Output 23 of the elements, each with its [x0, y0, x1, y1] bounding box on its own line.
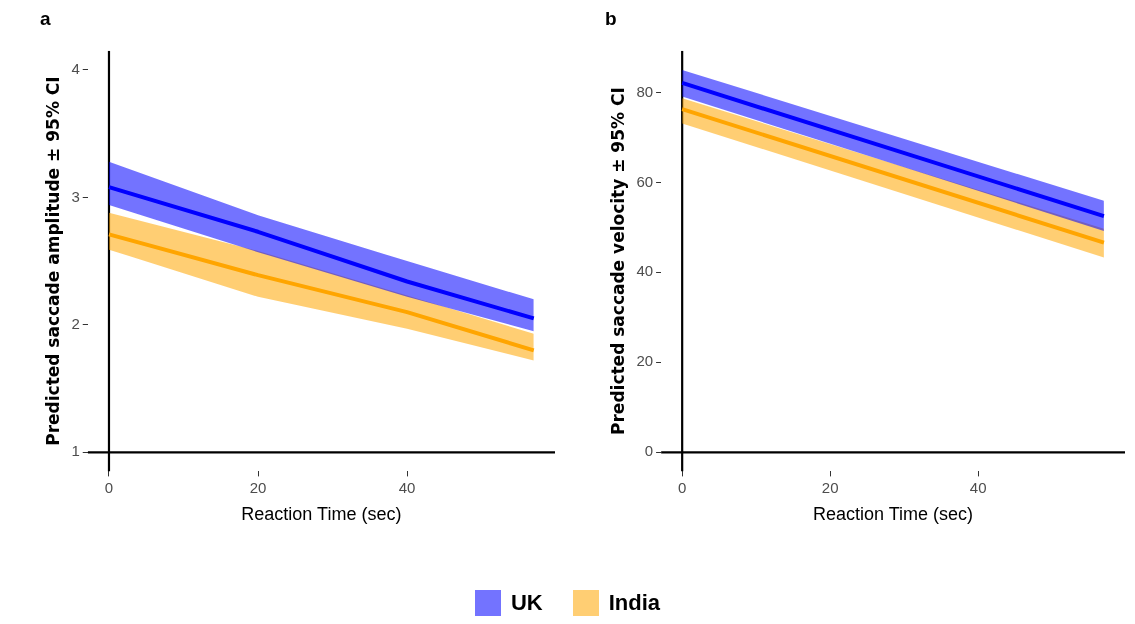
x-tick-label: 40 — [969, 478, 987, 496]
legend-label: UK — [510, 590, 543, 616]
y-tick-label: 3 — [71, 187, 80, 205]
x-tick-label: 0 — [678, 478, 687, 496]
chart-title: b — [605, 7, 617, 29]
y-tick-label: 60 — [636, 172, 654, 190]
y-tick-label: 80 — [636, 82, 654, 100]
y-tick-label: 1 — [71, 442, 80, 460]
y-tick-label: 20 — [636, 352, 654, 370]
chart-title: a — [40, 7, 51, 29]
y-tick-label: 4 — [71, 60, 80, 78]
y-axis-title: Predicted saccade velocity ± 95% CI — [607, 87, 628, 435]
y-axis-title: Predicted saccade amplitude ± 95% CI — [42, 76, 63, 446]
x-tick-label: 40 — [398, 478, 416, 496]
x-axis-title: Reaction Time (sec) — [241, 504, 402, 525]
x-tick-label: 0 — [104, 478, 114, 496]
y-tick-label: 2 — [71, 314, 80, 332]
legend-label: India — [608, 590, 661, 616]
x-axis-title: Reaction Time (sec) — [813, 504, 974, 525]
x-tick-label: 20 — [249, 478, 267, 496]
y-tick-label: 0 — [644, 442, 654, 460]
x-tick-label: 20 — [821, 478, 839, 496]
y-tick-label: 40 — [636, 262, 654, 280]
